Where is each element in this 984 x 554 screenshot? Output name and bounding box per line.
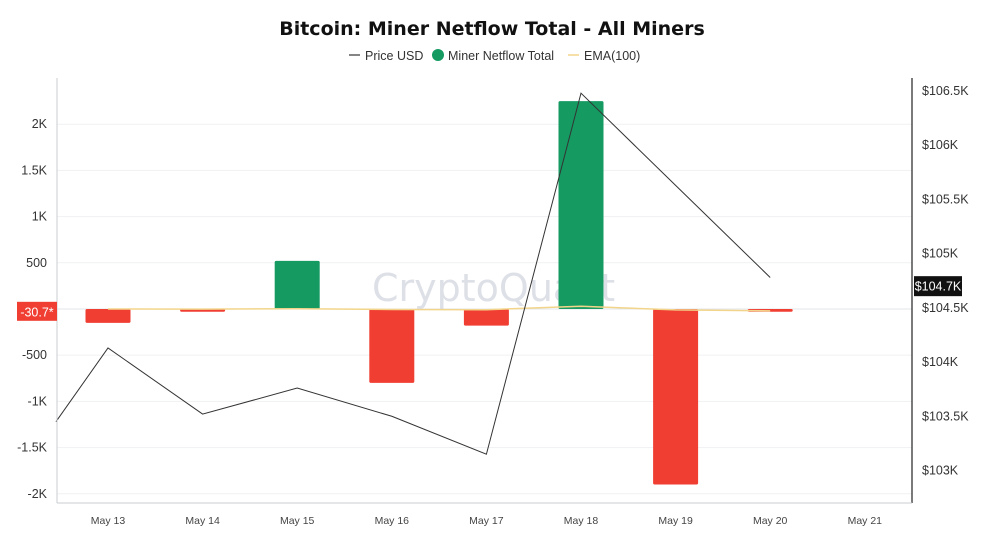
x-tick-label: May 19	[658, 515, 693, 527]
left-tick-label: 1.5K	[21, 163, 47, 177]
legend-label-netflow: Miner Netflow Total	[448, 49, 554, 63]
right-tick-label: $105.5K	[922, 192, 969, 206]
right-tick-label: $104.5K	[922, 301, 969, 315]
right-tick-label: $106K	[922, 138, 959, 152]
left-tick-label: 2K	[32, 117, 48, 131]
price-line	[55, 92, 771, 455]
price-current-badge: $104.7K	[914, 276, 962, 297]
left-tick-label: 500	[26, 256, 47, 270]
netflow-bar[interactable]	[274, 260, 320, 309]
left-tick-label: -500	[22, 348, 47, 362]
left-tick-label: -1K	[28, 394, 48, 408]
netflow-bar[interactable]	[558, 101, 604, 309]
legend-label-ema: EMA(100)	[584, 49, 640, 63]
right-tick-label: $103.5K	[922, 409, 969, 423]
legend-dot-icon	[432, 49, 444, 61]
legend-item-ema[interactable]: EMA(100)	[568, 49, 640, 63]
netflow-current-badge: -30.7*	[17, 301, 57, 321]
left-tick-label: 1K	[32, 210, 48, 224]
right-tick-label: $104K	[922, 355, 959, 369]
netflow-bar[interactable]	[85, 308, 131, 323]
price-current-value: $104.7K	[915, 280, 962, 294]
netflow-bar[interactable]	[653, 308, 699, 485]
price-polyline	[55, 92, 771, 455]
ema-line	[107, 305, 771, 312]
right-tick-label: $106.5K	[922, 84, 969, 98]
netflow-current-value: -30.7*	[20, 305, 53, 319]
netflow-bar[interactable]	[463, 308, 509, 326]
x-tick-label: May 13	[91, 515, 126, 527]
x-tick-label: May 20	[753, 515, 788, 527]
x-tick-label: May 14	[185, 515, 220, 527]
legend-item-netflow[interactable]: Miner Netflow Total	[432, 49, 554, 63]
left-axis-ticks: 2K 1.5K 1K 500 -500 -1K -1.5K -2K	[17, 117, 48, 501]
legend-item-price[interactable]: Price USD	[349, 49, 423, 63]
x-tick-label: May 21	[848, 515, 883, 527]
x-tick-label: May 18	[564, 515, 599, 527]
x-tick-label: May 17	[469, 515, 504, 527]
ema-polyline	[107, 305, 771, 312]
left-tick-label: -1.5K	[17, 441, 48, 455]
x-tick-label: May 16	[375, 515, 410, 527]
right-tick-label: $105K	[922, 247, 959, 261]
left-tick-label: -2K	[28, 487, 48, 501]
right-tick-label: $103K	[922, 463, 959, 477]
x-tick-label: May 15	[280, 515, 315, 527]
legend-label-price: Price USD	[365, 49, 423, 63]
netflow-bars	[85, 101, 793, 485]
legend: Price USD Miner Netflow Total EMA(100)	[349, 49, 640, 63]
netflow-bar[interactable]	[369, 308, 415, 383]
chart-title: Bitcoin: Miner Netflow Total - All Miner…	[279, 18, 705, 40]
x-axis-ticks: May 13 May 14 May 15 May 16 May 17 May 18 May …	[91, 515, 882, 527]
right-axis-ticks: $106.5K $106K $105.5K $105K $104.5K $104K $103…	[922, 84, 969, 477]
